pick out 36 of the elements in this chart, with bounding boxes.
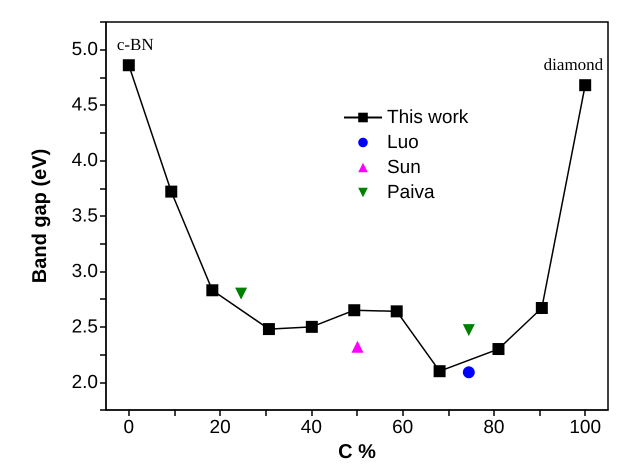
y-tick-label: 4.0 xyxy=(72,150,98,172)
point xyxy=(262,323,275,336)
annotation: diamond xyxy=(544,55,604,74)
point xyxy=(122,59,135,72)
point xyxy=(462,324,475,336)
x-axis-title: C % xyxy=(338,441,376,463)
legend-label: Luo xyxy=(387,132,419,153)
point xyxy=(579,79,592,92)
y-tick-label: 4.5 xyxy=(72,94,98,116)
point xyxy=(348,304,360,316)
point xyxy=(492,343,504,356)
y-axis-title: Band gap (eV) xyxy=(29,148,51,284)
x-tick-label: 0 xyxy=(124,417,134,438)
point xyxy=(390,305,403,318)
point xyxy=(434,365,446,378)
x-tick-label: 80 xyxy=(483,417,504,438)
point xyxy=(351,340,364,353)
annotation: c-BN xyxy=(116,35,154,54)
point xyxy=(536,302,548,314)
x-tick-label: 100 xyxy=(569,417,602,438)
point xyxy=(306,320,318,333)
point xyxy=(165,186,178,198)
legend-label: Sun xyxy=(387,157,421,178)
x-tick-label: 60 xyxy=(392,417,414,438)
x-tick-label: 20 xyxy=(210,417,231,438)
y-tick-label: 3.5 xyxy=(72,206,98,226)
point xyxy=(235,288,248,300)
y-tick-label: 2.0 xyxy=(72,372,98,393)
y-tick-label: 5.0 xyxy=(72,39,98,60)
legend-label: This work xyxy=(387,107,469,128)
legend-label: Paiva xyxy=(387,182,435,203)
y-tick-label: 3.0 xyxy=(72,260,98,282)
x-tick-label: 40 xyxy=(300,417,322,438)
y-tick-label: 2.5 xyxy=(72,316,98,338)
point xyxy=(206,284,218,296)
point xyxy=(462,366,475,378)
